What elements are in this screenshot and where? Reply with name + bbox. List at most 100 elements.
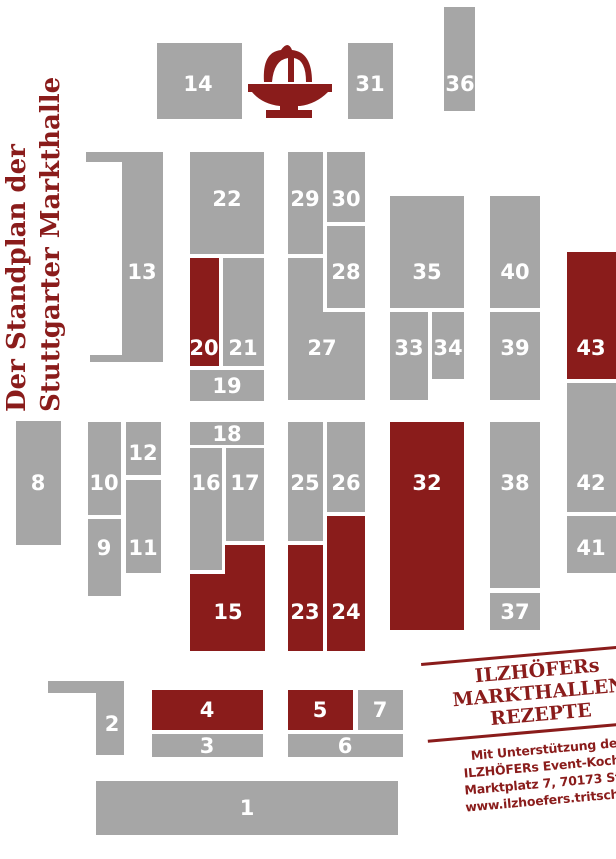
stall-3: 3 [152,734,263,758]
stall-16-label: 16 [191,471,220,495]
stall-36-label: 36 [445,72,474,96]
stall-4: 4 [152,690,263,730]
stall-13: 13 [86,152,163,362]
stall-8-shape [16,421,61,545]
stall-14-shape [157,43,242,119]
stall-21-shape [223,258,264,366]
stall-21: 21 [223,258,264,366]
map-title-line-2: Stuttgarter Markthalle [36,76,66,412]
stall-11: 11 [126,480,161,573]
stall-35: 35 [390,196,464,308]
stall-9: 9 [88,519,121,596]
recipe-stamp: ILZHÖFERs MARKTHALLEN REZEPTE Mit Unters… [421,642,616,818]
stall-3-shape [152,734,263,757]
stall-18: 18 [190,422,264,446]
stall-18-label: 18 [212,422,241,446]
stall-30-shape [327,152,365,222]
stall-24-label: 24 [331,600,360,624]
stall-4-shape [152,690,263,730]
stall-24-shape [327,516,365,651]
stall-16-shape [190,448,222,570]
stall-31: 31 [348,43,393,119]
stall-27-shape [288,258,365,400]
stall-26: 26 [327,422,365,512]
stall-22-shape [190,152,264,254]
stall-41-label: 41 [576,536,605,560]
stall-20-label: 20 [189,336,218,360]
stall-26-label: 26 [331,471,360,495]
stall-38: 38 [490,422,540,588]
stall-10-label: 10 [89,471,118,495]
stall-37-label: 37 [500,600,529,624]
stall-36-shape [444,7,475,111]
stall-13-label: 13 [127,260,156,284]
stall-41: 41 [567,516,616,573]
stall-31-label: 31 [355,72,384,96]
fountain-icon [248,45,332,118]
stall-33: 33 [390,312,428,400]
stall-16: 16 [190,448,222,570]
stall-43: 43 [567,252,616,379]
stall-39-shape [490,312,540,400]
stall-31-shape [348,43,393,119]
stall-29-shape [288,152,323,254]
stall-42-shape [567,383,616,512]
stall-32-shape [390,422,464,630]
stall-9-label: 9 [97,536,112,560]
stall-39: 39 [490,312,540,400]
stall-8: 8 [16,421,61,545]
stall-8-label: 8 [31,471,46,495]
stall-43-shape [567,252,616,379]
stall-23-label: 23 [290,600,319,624]
stall-19: 19 [190,370,264,401]
stall-2-label: 2 [105,712,120,736]
stall-42: 42 [567,383,616,512]
stall-38-shape [490,422,540,588]
stall-21-label: 21 [228,336,257,360]
stall-6: 6 [288,734,403,758]
stall-5: 5 [288,690,353,730]
stall-27: 27 [288,258,365,400]
stall-15: 15 [190,545,265,651]
stall-28-label: 28 [331,260,360,284]
stall-12-shape [126,422,161,475]
stall-35-label: 35 [412,260,441,284]
stall-20-shape [190,258,219,366]
stall-27-label: 27 [307,336,336,360]
stall-26-shape [327,422,365,512]
stall-22-label: 22 [212,187,241,211]
stall-11-label: 11 [128,536,157,560]
stall-36: 36 [444,7,475,111]
stall-24: 24 [327,516,365,651]
stall-40: 40 [490,196,540,308]
stall-6-shape [288,734,403,757]
stall-17-shape [226,448,264,541]
stall-34-shape [432,312,464,379]
stall-25-shape [288,422,323,541]
stall-32: 32 [390,422,464,630]
map-title-line-1: Der Standplan der [2,144,32,412]
stall-33-shape [390,312,428,400]
stall-25: 25 [288,422,323,541]
stall-17-label: 17 [230,471,259,495]
stall-14: 14 [157,43,242,119]
stall-28: 28 [327,226,365,308]
stall-32-label: 32 [412,471,441,495]
stall-4-label: 4 [200,698,215,722]
stall-17: 17 [226,448,264,541]
stall-28-shape [327,226,365,308]
stall-29: 29 [288,152,323,254]
stall-23: 23 [288,545,323,651]
stall-6-label: 6 [338,734,353,758]
stall-1-label: 1 [240,796,255,820]
stall-33-label: 33 [394,336,423,360]
stall-5-shape [288,690,353,730]
stall-37: 37 [490,593,540,630]
stall-7-label: 7 [373,698,388,722]
stall-12-label: 12 [128,441,157,465]
stall-37-shape [490,593,540,630]
stall-19-shape [190,370,264,401]
stall-1-shape [96,781,398,835]
